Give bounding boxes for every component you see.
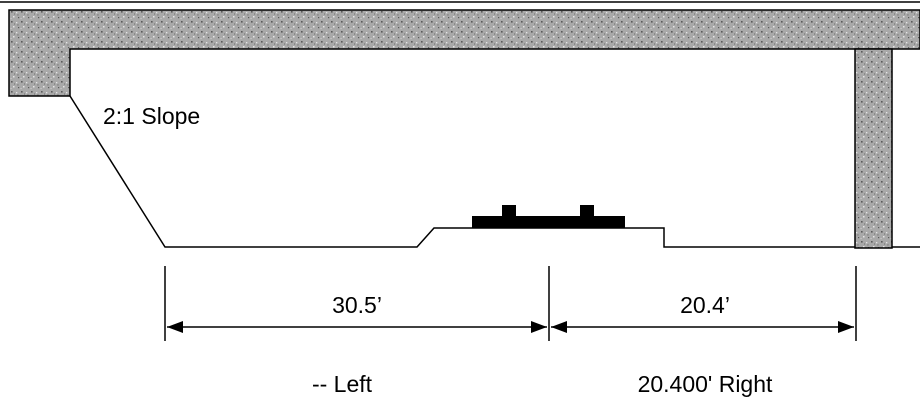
left-dim-arrow-end [531,321,547,333]
right-rail [580,205,594,217]
left-dimension-label: 30.5’ [332,292,382,318]
left-rail [502,205,516,217]
track-tie [472,216,625,228]
right-pier [854,48,893,249]
right-offset-label: 20.400' Right [638,371,773,397]
left-dim-arrow-start [167,321,183,333]
railroad-track [472,205,625,228]
bridge-deck-structure [8,9,920,97]
left-offset-label: -- Left [312,371,373,397]
right-dim-arrow-start [551,321,567,333]
slope-label: 2:1 Slope [103,103,200,129]
ground-profile [69,95,855,248]
right-dimension-label: 20.4’ [680,292,730,318]
right-dim-arrow-end [838,321,854,333]
